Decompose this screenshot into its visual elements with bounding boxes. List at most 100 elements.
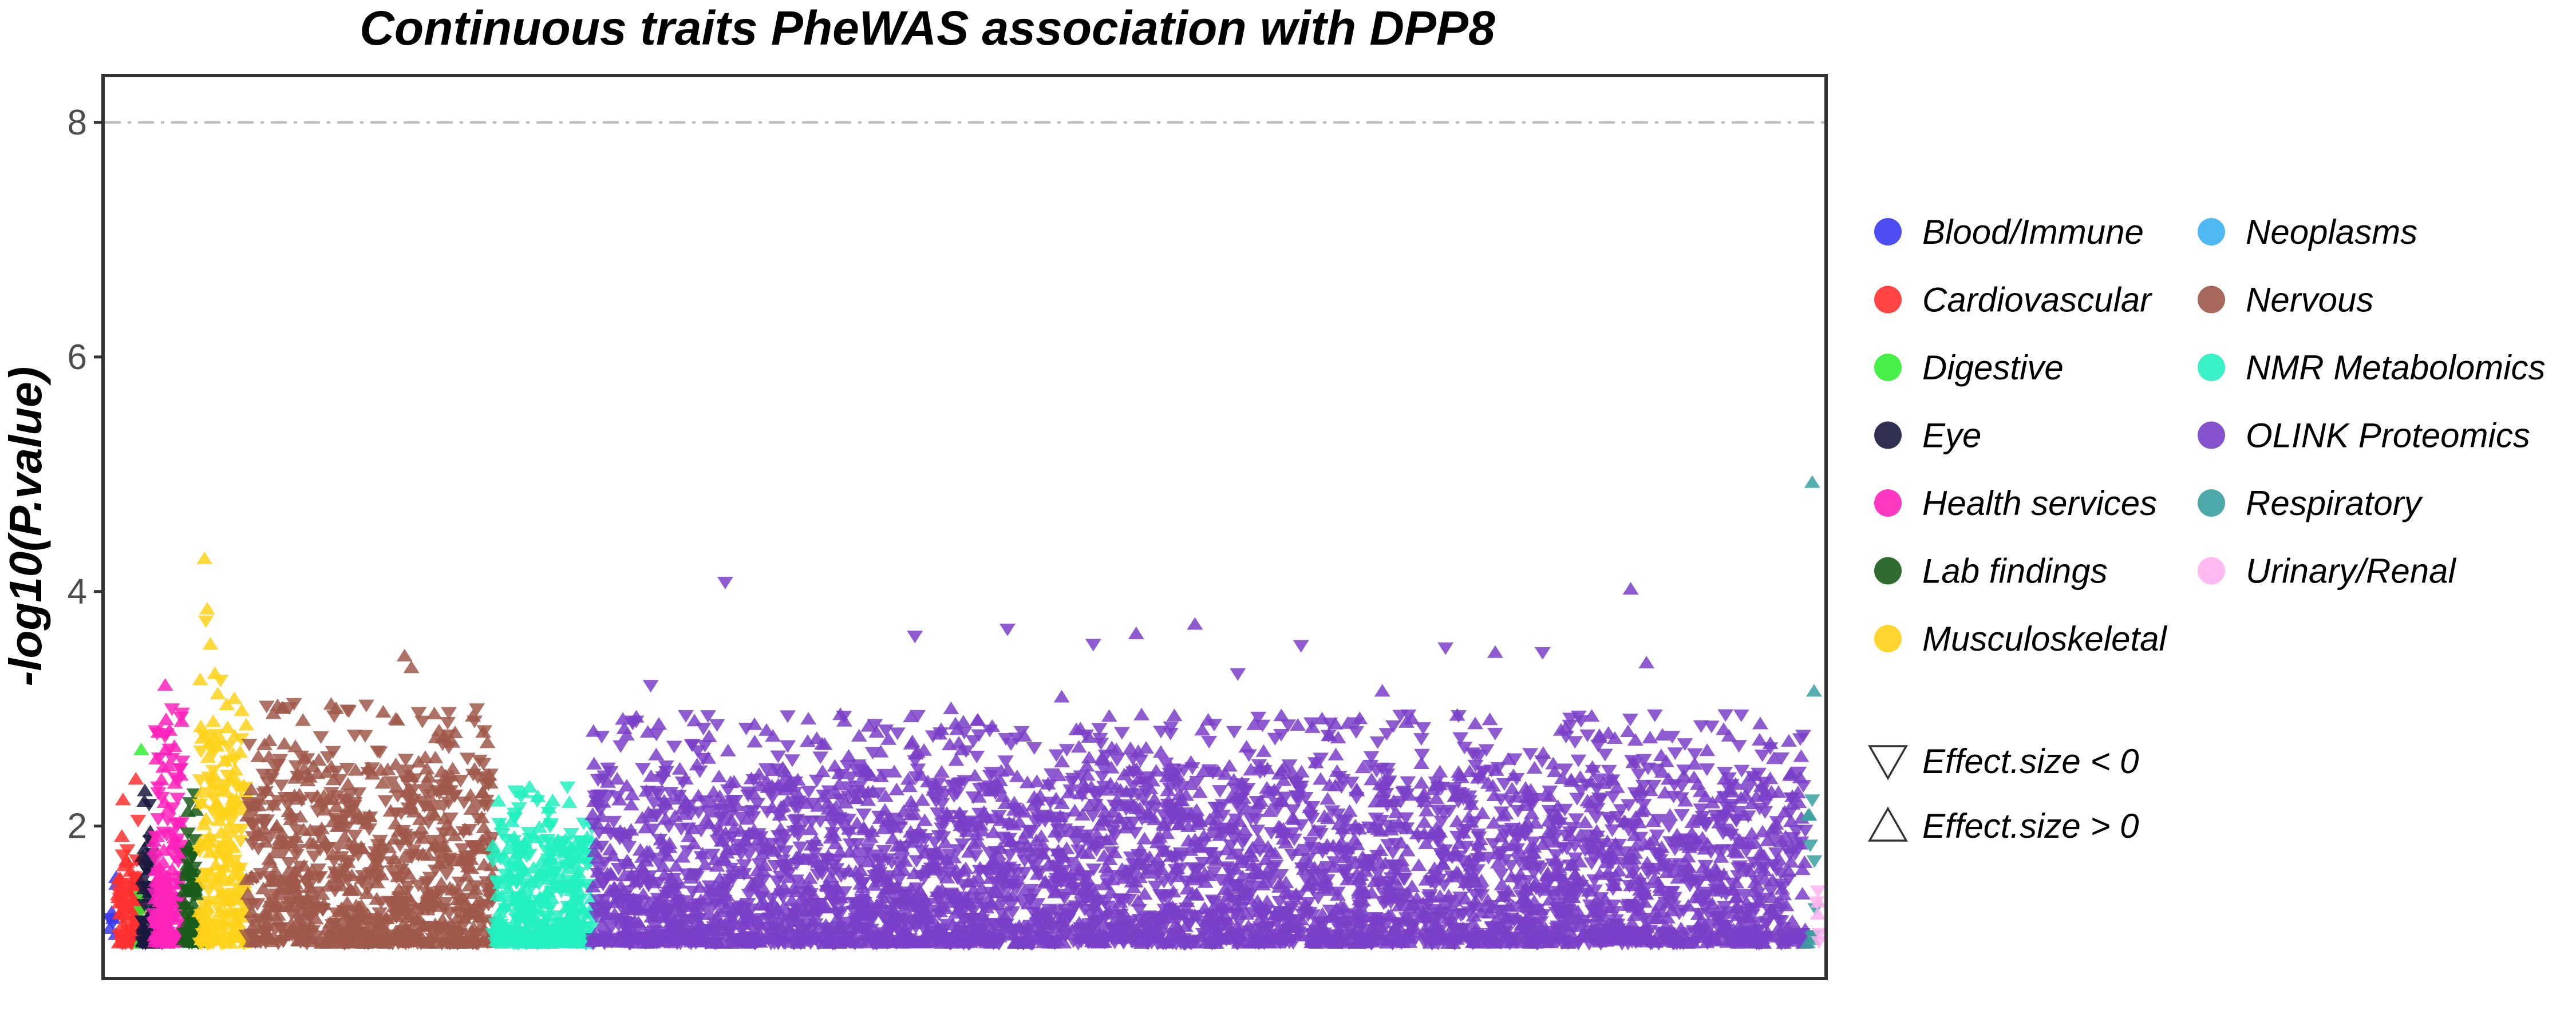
data-point <box>440 717 456 730</box>
data-point <box>288 760 305 773</box>
data-point <box>733 811 749 825</box>
data-point <box>1049 861 1066 874</box>
data-point <box>147 919 163 932</box>
data-point <box>1105 825 1121 838</box>
data-point <box>280 873 297 886</box>
data-point <box>328 799 345 813</box>
data-point <box>916 813 933 826</box>
data-point <box>534 937 551 950</box>
data-point <box>215 784 232 797</box>
data-point <box>1485 816 1502 829</box>
data-point <box>1167 862 1184 875</box>
data-point <box>1160 783 1176 797</box>
data-point <box>1350 880 1367 893</box>
data-point <box>1597 748 1613 762</box>
data-point <box>1754 749 1771 762</box>
data-point <box>741 889 757 902</box>
data-point <box>777 764 793 778</box>
data-point <box>599 775 616 788</box>
data-point <box>1565 890 1582 904</box>
data-point <box>1759 833 1776 846</box>
data-point <box>193 745 210 758</box>
data-point <box>153 791 170 805</box>
data-point <box>1621 852 1638 865</box>
data-point <box>1378 728 1395 741</box>
data-point <box>1390 878 1406 892</box>
data-point <box>1212 785 1228 798</box>
data-point <box>141 799 157 812</box>
data-point <box>1201 736 1218 749</box>
data-point <box>1659 910 1676 924</box>
data-point <box>558 900 575 913</box>
data-point <box>950 888 966 901</box>
data-point <box>971 807 988 821</box>
data-point <box>792 932 809 945</box>
data-point <box>372 834 388 847</box>
data-point <box>413 903 430 916</box>
data-point <box>340 857 357 871</box>
data-point <box>197 811 214 825</box>
data-point <box>1554 842 1571 855</box>
data-point <box>1273 708 1290 722</box>
data-point <box>251 792 267 805</box>
data-point <box>673 823 689 836</box>
data-point <box>1136 831 1153 845</box>
data-point <box>427 750 444 763</box>
data-point <box>860 719 877 732</box>
data-point <box>883 856 900 869</box>
data-point <box>1047 825 1064 838</box>
data-point <box>1123 851 1139 865</box>
data-point <box>855 821 872 834</box>
data-point <box>169 793 186 806</box>
data-point <box>222 798 239 811</box>
data-point <box>113 934 129 947</box>
data-point <box>1739 862 1756 876</box>
data-point <box>372 746 388 759</box>
data-point <box>635 763 651 776</box>
data-point <box>589 817 606 830</box>
data-point <box>180 871 196 884</box>
data-point <box>290 770 306 783</box>
data-point <box>1485 838 1502 851</box>
data-point <box>254 814 270 827</box>
data-point <box>740 786 757 799</box>
data-point <box>346 730 363 743</box>
data-point <box>1400 776 1416 789</box>
data-point <box>1645 814 1661 827</box>
data-point <box>767 859 783 873</box>
data-point <box>1200 712 1216 726</box>
data-point <box>244 920 260 933</box>
data-point <box>814 867 831 881</box>
data-point <box>1788 825 1804 838</box>
data-point <box>386 899 402 912</box>
data-point <box>904 734 920 747</box>
data-point <box>310 863 327 877</box>
data-point <box>251 913 267 926</box>
data-point <box>1762 742 1779 755</box>
data-point <box>1281 759 1298 772</box>
data-point <box>444 762 461 775</box>
data-point <box>991 810 1008 823</box>
data-point <box>1551 861 1567 874</box>
data-point <box>449 911 465 924</box>
data-point <box>544 793 561 806</box>
data-point <box>1627 900 1643 913</box>
data-point <box>550 833 566 846</box>
data-point <box>565 914 582 927</box>
data-point <box>797 815 813 829</box>
data-point <box>459 869 475 882</box>
data-point <box>370 873 386 886</box>
data-point <box>708 825 725 838</box>
data-point <box>1009 769 1025 782</box>
data-point-peak <box>130 814 147 827</box>
data-point <box>982 770 999 783</box>
data-point <box>1558 720 1574 734</box>
data-point <box>180 804 196 817</box>
data-point <box>1234 837 1251 850</box>
data-point <box>1449 814 1465 827</box>
data-point <box>374 776 391 789</box>
data-point <box>294 896 310 909</box>
data-point <box>1022 843 1039 856</box>
data-point <box>837 795 854 809</box>
data-point <box>1078 759 1095 772</box>
